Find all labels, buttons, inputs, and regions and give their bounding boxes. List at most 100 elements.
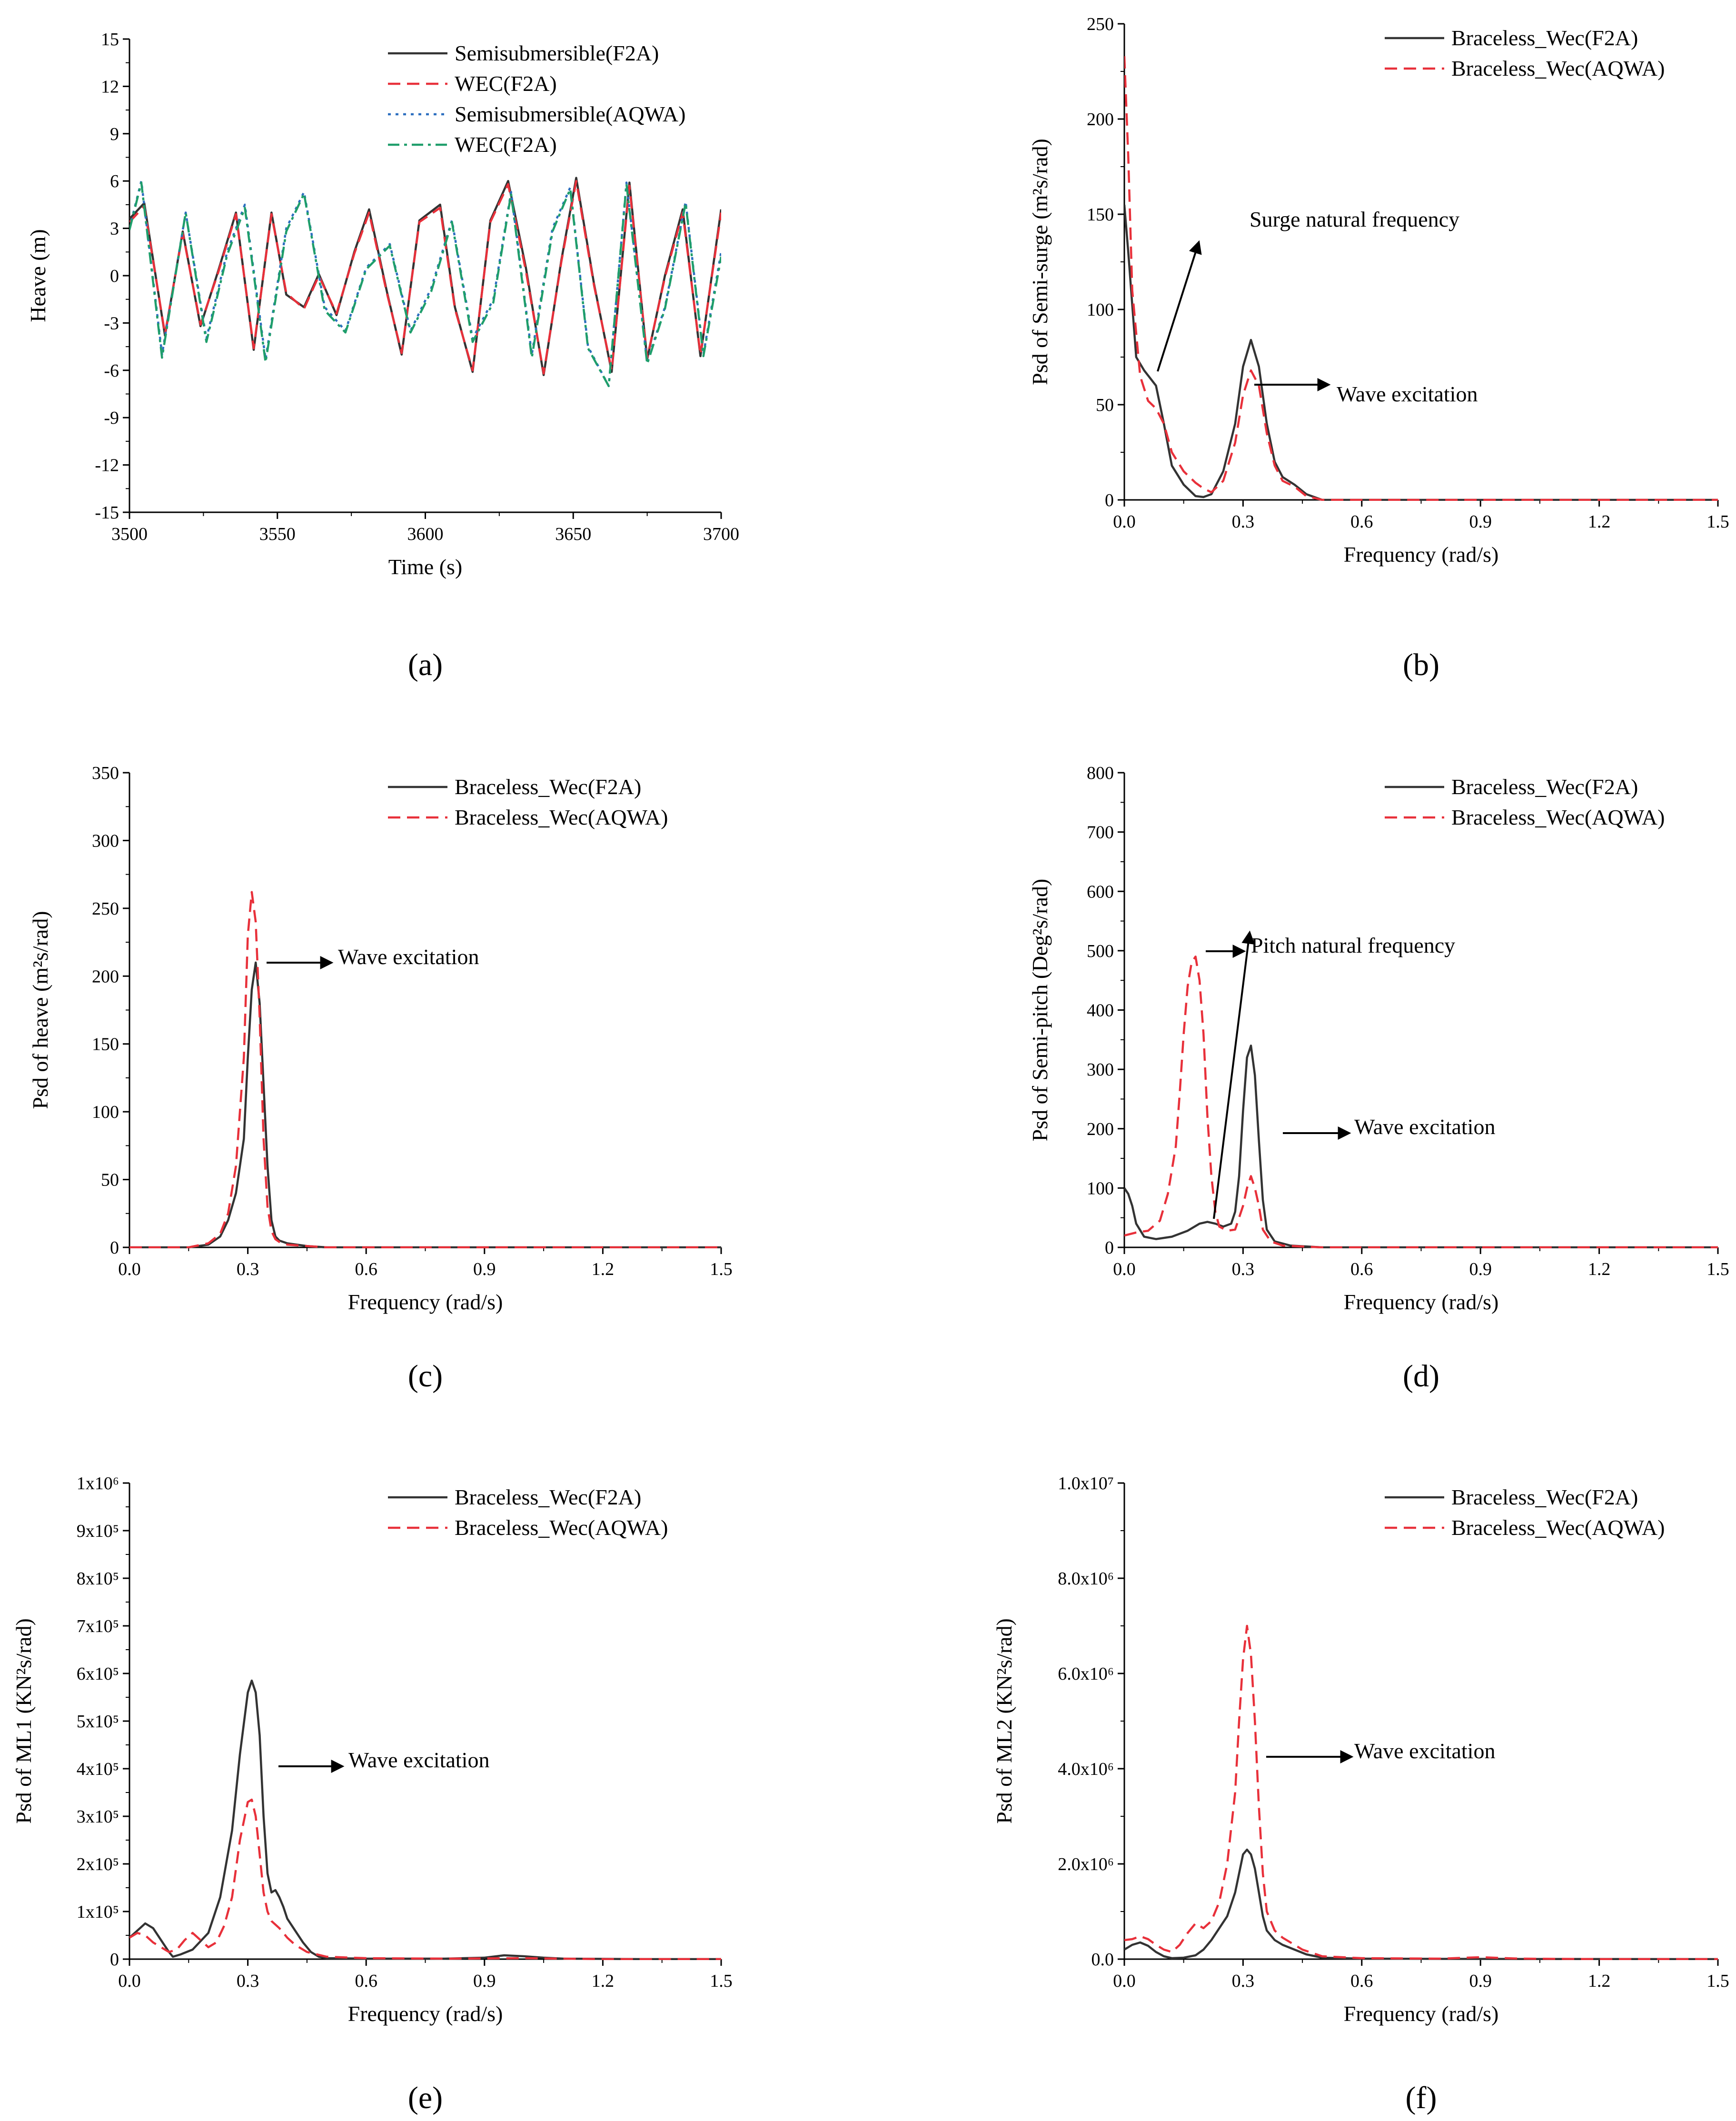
y-tick-label: 6.0x10⁶ (1058, 1664, 1114, 1684)
panel-label: (b) (1403, 647, 1439, 682)
y-tick-label: 0 (110, 1238, 119, 1258)
y-axis-label: Psd of Semi-pitch (Deg²s/rad) (1028, 879, 1052, 1142)
x-tick-label: 1.5 (1706, 512, 1729, 532)
series-line-2 (1124, 1624, 1718, 1960)
x-tick-label: 0.9 (473, 1971, 496, 1991)
y-tick-label: 700 (1087, 823, 1114, 843)
y-tick-label: 200 (1087, 1119, 1114, 1139)
x-tick-label: 0.6 (355, 1971, 377, 1991)
y-tick-label: 0 (110, 266, 119, 286)
series-line-1 (1124, 204, 1718, 501)
y-tick-label: 200 (92, 966, 119, 986)
x-tick-label: 0.3 (1232, 1259, 1255, 1279)
y-tick-label: -12 (95, 456, 119, 476)
y-tick-label: 0 (1105, 490, 1114, 510)
x-tick-label: 0.3 (1232, 1971, 1255, 1991)
legend-label: Braceless_Wec(AQWA) (1451, 56, 1665, 80)
y-tick-label: 2.0x10⁶ (1058, 1854, 1114, 1874)
y-axis-label: Psd of heave (m²s/rad) (28, 911, 52, 1109)
y-axis-label: Psd of ML2 (KN²s/rad) (992, 1618, 1016, 1824)
series-line-2 (1124, 956, 1718, 1248)
x-tick-label: 1.5 (1706, 1971, 1729, 1991)
y-tick-label: 12 (101, 77, 119, 97)
y-tick-label: 2x10⁵ (77, 1854, 119, 1874)
legend-label: Braceless_Wec(AQWA) (1451, 1515, 1665, 1540)
x-tick-label: 0.0 (118, 1259, 141, 1279)
y-axis-label: Psd of Semi-surge (m²s/rad) (1028, 139, 1052, 385)
annotation-text: Surge natural frequency (1250, 207, 1459, 231)
x-axis-label: Frequency (rad/s) (1344, 2002, 1499, 2026)
x-tick-label: 0.9 (1469, 512, 1492, 532)
series-line-4 (129, 181, 721, 388)
annotation-text: Wave excitation (1337, 382, 1478, 406)
x-tick-label: 0.0 (1113, 1259, 1136, 1279)
x-axis-label: Time (s) (388, 555, 463, 579)
y-tick-label: -6 (104, 361, 119, 381)
legend-label: Braceless_Wec(AQWA) (455, 1515, 668, 1540)
y-tick-label: 3 (110, 219, 119, 239)
y-tick-label: 1.0x10⁷ (1058, 1474, 1114, 1494)
series-line-1 (129, 961, 721, 1248)
annotation-text: Wave excitation (1354, 1115, 1495, 1139)
x-tick-label: 1.2 (592, 1971, 615, 1991)
y-tick-label: 150 (1087, 205, 1114, 225)
panel-a: 3500 3550 3600 3650 3700 -15 -12 -9 -6 -3 0 3 6 9 12 15… (26, 30, 739, 682)
panel-label: (d) (1403, 1359, 1439, 1394)
x-tick-label: 0.0 (1113, 512, 1136, 532)
y-tick-label: 250 (1087, 14, 1114, 34)
x-tick-label: 0.9 (1469, 1259, 1492, 1279)
x-tick-label: 1.5 (710, 1259, 733, 1279)
y-tick-label: 100 (1087, 300, 1114, 320)
x-tick-label: 0.6 (355, 1259, 377, 1279)
y-tick-label: 0.0 (1091, 1950, 1114, 1970)
annotation-text: Pitch natural frequency (1251, 933, 1455, 957)
y-tick-label: 3x10⁵ (77, 1807, 119, 1827)
y-tick-label: 9 (110, 124, 119, 144)
y-tick-label: 200 (1087, 110, 1114, 129)
y-tick-label: 350 (92, 763, 119, 783)
y-tick-label: -9 (104, 408, 119, 428)
x-tick-label: 0.9 (473, 1259, 496, 1279)
panel-label: (a) (408, 647, 443, 682)
x-tick-label: 1.2 (1588, 1971, 1611, 1991)
x-axis-label: Frequency (rad/s) (348, 2002, 503, 2026)
y-tick-label: 250 (92, 899, 119, 919)
x-axis-label: Frequency (rad/s) (1344, 1290, 1499, 1314)
legend-label: WEC(F2A) (455, 132, 557, 157)
panel-f: 0.0 0.3 0.6 0.9 1.2 1.5 0.0 2.0x10⁶ 4.0x10⁶ 6.0x1… (992, 1474, 1729, 2115)
panel-label: (f) (1406, 2081, 1437, 2115)
series-line-2 (129, 1798, 721, 1960)
annotation-text: Wave excitation (348, 1748, 489, 1772)
legend-label: Semisubmersible(F2A) (455, 41, 659, 65)
y-tick-label: 50 (1096, 395, 1114, 415)
legend-label: Braceless_Wec(F2A) (455, 775, 641, 799)
y-tick-label: 300 (1087, 1060, 1114, 1080)
y-axis-label: Psd of ML1 (KN²s/rad) (11, 1618, 36, 1824)
x-tick-label: 1.2 (1588, 512, 1611, 532)
y-tick-label: 500 (1087, 941, 1114, 961)
y-tick-label: 600 (1087, 882, 1114, 902)
y-tick-label: -3 (104, 313, 119, 333)
x-tick-label: 3500 (111, 524, 148, 544)
annotation-arrow (1157, 240, 1202, 372)
y-tick-label: 0 (1105, 1238, 1114, 1258)
x-tick-label: 1.2 (1588, 1259, 1611, 1279)
y-tick-label: 6 (110, 171, 119, 191)
y-tick-label: 9x10⁵ (77, 1521, 119, 1541)
x-tick-label: 0.6 (1350, 1259, 1373, 1279)
legend-label: Braceless_Wec(F2A) (1451, 26, 1638, 50)
panel-d: 0.0 0.3 0.6 0.9 1.2 1.5 0 100 200 300 400 500 600 700… (1028, 763, 1729, 1394)
x-tick-label: 1.5 (1706, 1259, 1729, 1279)
x-tick-label: 3550 (259, 524, 296, 544)
x-tick-label: 0.3 (237, 1259, 259, 1279)
y-tick-label: 50 (101, 1170, 119, 1190)
x-tick-label: 0.6 (1350, 512, 1373, 532)
series-line-1 (1124, 1848, 1718, 1960)
x-tick-label: 3600 (407, 524, 444, 544)
y-tick-label: -15 (95, 503, 119, 523)
y-tick-label: 800 (1087, 763, 1114, 783)
x-tick-label: 0.3 (1232, 512, 1255, 532)
annotation-arrow (1213, 930, 1255, 1219)
annotation-text: Wave excitation (338, 945, 479, 969)
